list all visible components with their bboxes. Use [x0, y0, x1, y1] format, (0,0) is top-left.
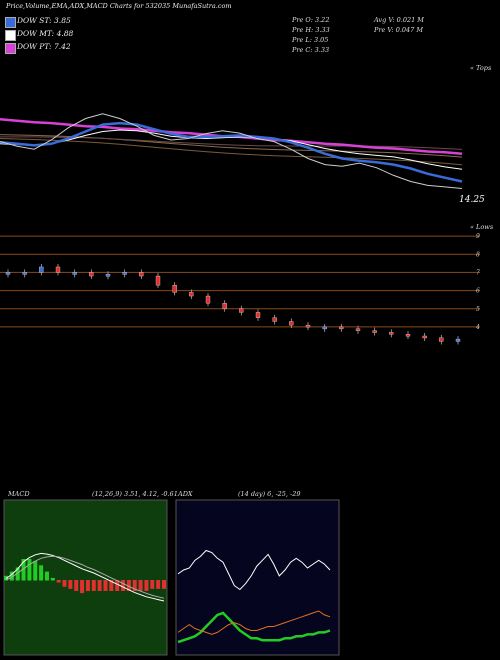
- candle-body: [205, 295, 211, 304]
- candle-body: [222, 303, 227, 309]
- macd-histogram-bar: [138, 580, 143, 591]
- macd-histogram-bar: [132, 580, 137, 591]
- adx-series-line: [177, 611, 331, 644]
- adx-chart: [177, 549, 331, 644]
- macd-histogram-bar: [150, 580, 155, 589]
- candle-body: [372, 330, 377, 333]
- dow-mt-swatch: [5, 30, 16, 41]
- candle-body: [405, 334, 411, 337]
- prev-high: Pre H: 3.33: [292, 26, 330, 34]
- macd-signal-line: [5, 555, 165, 599]
- candle-body: [139, 272, 144, 277]
- dow-st-label: DOW ST: 3.85: [17, 16, 71, 25]
- ema-series-line: [0, 129, 463, 170]
- lows-label: « Lows: [470, 223, 494, 231]
- adx-label: ADX: [178, 490, 193, 498]
- macd-histogram-bar: [56, 580, 61, 583]
- macd-histogram-bar: [115, 580, 120, 591]
- price-tick-label: 4: [475, 324, 480, 331]
- candle-body: [322, 326, 327, 330]
- prev-close: Pre C: 3.33: [292, 46, 330, 54]
- macd-histogram-bar: [21, 559, 26, 581]
- macd-params: (12,26,9) 3.51, 4.12, -0.61: [92, 490, 178, 498]
- adx-series-line: [177, 610, 331, 635]
- candle-body: [339, 326, 344, 330]
- macd-histogram-bar: [68, 580, 73, 589]
- candle-body: [89, 272, 94, 277]
- candle-body: [439, 337, 444, 342]
- price-tick-label: 5: [476, 306, 480, 313]
- macd-histogram-bar: [162, 580, 166, 589]
- price-chart: 9 8 7 6 5 4: [0, 233, 480, 345]
- macd-line: [5, 552, 165, 602]
- macd-histogram-bar: [103, 580, 108, 591]
- tops-label: « Tops: [470, 64, 492, 72]
- macd-histogram-bar: [91, 580, 96, 591]
- ema-extra-line: [0, 134, 463, 158]
- ema-chart: [0, 113, 463, 189]
- macd-label: MACD: [8, 490, 30, 498]
- macd-histogram-bar: [33, 561, 38, 581]
- macd-histogram-bar: [144, 580, 149, 591]
- macd-histogram-bar: [121, 580, 126, 591]
- macd-histogram-bar: [85, 580, 90, 591]
- price-tick-label: 6: [476, 288, 480, 295]
- macd-histogram-bar: [62, 580, 67, 587]
- macd-histogram-bar: [126, 580, 131, 591]
- candle-body: [255, 312, 261, 318]
- avg-volume: Avg V: 0.021 M: [374, 16, 424, 24]
- ema-extra-line: [0, 138, 463, 166]
- candle-body: [455, 338, 461, 342]
- price-tick-label: 7: [476, 269, 480, 276]
- macd-histogram-bar: [97, 580, 102, 591]
- macd-histogram-bar: [74, 580, 79, 591]
- macd-histogram-bar: [39, 565, 44, 581]
- candle-body: [239, 308, 244, 313]
- macd-histogram-bar: [15, 567, 20, 581]
- candle-body: [189, 292, 194, 297]
- dow-mt-label: DOW MT: 4.88: [17, 29, 74, 38]
- chart-header-title: Price,Volume,EMA,ADX,MACD Charts for 532…: [6, 2, 232, 10]
- macd-histogram-bar: [27, 559, 32, 581]
- candle-body: [289, 321, 294, 326]
- ema-series-line: [0, 113, 463, 189]
- dow-pt-swatch: [5, 43, 16, 54]
- price-tick-label: 8: [476, 251, 480, 258]
- candle-body: [422, 335, 427, 339]
- macd-histogram-bar: [156, 580, 161, 589]
- adx-params: (14 day) 6, -25, -29: [238, 490, 301, 498]
- prev-open: Pre O: 3.22: [292, 16, 330, 24]
- prev-low: Pre L: 3.05: [292, 36, 329, 44]
- candle-body: [55, 266, 61, 273]
- candle-body: [122, 272, 127, 275]
- candle-body: [105, 274, 111, 277]
- macd-histogram-bar: [109, 580, 114, 591]
- macd-chart: [4, 552, 166, 602]
- price-tick-label: 9: [476, 233, 480, 240]
- macd-histogram-bar: [44, 571, 49, 581]
- candle-body: [39, 266, 44, 273]
- candle-body: [389, 332, 394, 335]
- ema-series-line: [0, 121, 463, 183]
- dow-st-swatch: [5, 17, 16, 28]
- dow-pt-label: DOW PT: 7.42: [17, 42, 71, 51]
- candle-body: [272, 317, 277, 322]
- macd-histogram-bar: [50, 577, 55, 581]
- prev-volume: Pre V: 0.047 M: [374, 26, 424, 34]
- price-tag: 14.25: [459, 195, 485, 205]
- candle-body: [355, 328, 361, 331]
- candle-body: [155, 275, 161, 286]
- candle-body: [22, 272, 27, 275]
- candle-body: [72, 272, 77, 275]
- macd-histogram-bar: [9, 571, 14, 581]
- candle-body: [305, 324, 311, 328]
- macd-histogram-bar: [80, 580, 85, 594]
- adx-series-line: [177, 549, 331, 591]
- candle-body: [172, 284, 177, 293]
- candle-body: [5, 272, 11, 275]
